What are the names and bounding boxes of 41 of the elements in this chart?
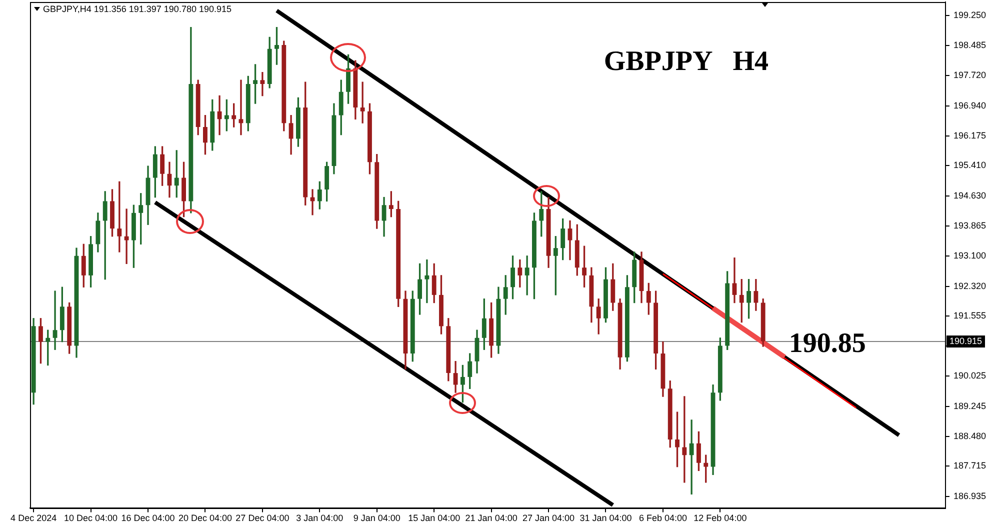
candlestick (360, 82, 365, 124)
candlestick (238, 80, 244, 136)
y-tick-label: 190.025 (953, 370, 986, 380)
x-tick-label: 10 Dec 04:00 (64, 513, 118, 524)
x-tick-label: 6 Feb 04:00 (638, 513, 687, 524)
x-tick-label: 4 Dec 2024 (10, 513, 57, 524)
text: GBPJPY H4 (604, 46, 768, 78)
y-tick-label: 191.555 (953, 310, 986, 321)
y-tick-label: 196.175 (953, 130, 986, 140)
y-tick-label: 197.720 (953, 70, 986, 80)
candlestick (124, 208, 129, 264)
y-tick-label: 188.480 (953, 430, 986, 441)
annotation: 190.85 (788, 328, 866, 359)
candlestick (424, 259, 430, 304)
y-tick-label: 195.410 (953, 160, 986, 170)
y-tick-label: 193.865 (953, 220, 986, 230)
x-tick-label: 3 Jan 04:00 (296, 513, 344, 524)
ref-line-label: 190.915 (949, 336, 982, 346)
x-tick-label: 9 Jan 04:00 (353, 513, 400, 524)
y-tick-label: 194.630 (953, 190, 986, 201)
y-tick-label: 187.715 (953, 460, 986, 471)
x-tick-label: 21 Jan 04:00 (465, 513, 518, 524)
chart-subtitle: GBPJPY,H4 191.356 191.397 190.780 190.915 (43, 4, 232, 14)
y-tick-label: 189.245 (953, 400, 986, 411)
y-tick-label: 192.320 (953, 280, 986, 291)
x-tick-label: 20 Dec 04:00 (178, 513, 232, 524)
y-tick-label: 186.935 (953, 491, 986, 502)
x-tick-label: 31 Jan 04:00 (580, 513, 632, 524)
x-tick-label: 15 Jan 04:00 (408, 513, 460, 524)
candlestick (689, 420, 694, 494)
candlestick (52, 290, 58, 350)
y-tick-label: 198.485 (953, 40, 986, 50)
y-tick-label: 196.940 (953, 100, 986, 110)
x-tick-label: 16 Dec 04:00 (121, 513, 175, 524)
x-tick-label: 27 Dec 04:00 (236, 513, 290, 524)
y-tick-label: 199.250 (953, 10, 986, 20)
x-tick-label: 12 Feb 04:00 (694, 513, 747, 524)
y-tick-label: 193.100 (953, 250, 986, 260)
candlestick (524, 256, 530, 296)
x-tick-label: 27 Jan 04:00 (522, 513, 575, 524)
candlestick (260, 72, 265, 96)
